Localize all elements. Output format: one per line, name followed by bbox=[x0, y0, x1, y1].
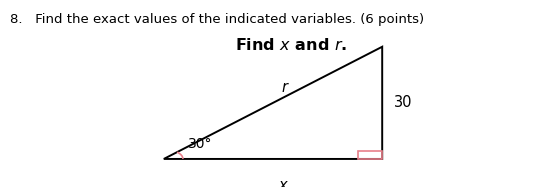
Text: $r$: $r$ bbox=[281, 80, 290, 95]
Text: 30: 30 bbox=[394, 95, 413, 110]
Text: 30°: 30° bbox=[188, 137, 213, 151]
Text: Find $x$ and $r$.: Find $x$ and $r$. bbox=[235, 37, 347, 53]
Text: $x$: $x$ bbox=[278, 178, 289, 187]
Text: 8.   Find the exact values of the indicated variables. (6 points): 8. Find the exact values of the indicate… bbox=[10, 13, 424, 26]
